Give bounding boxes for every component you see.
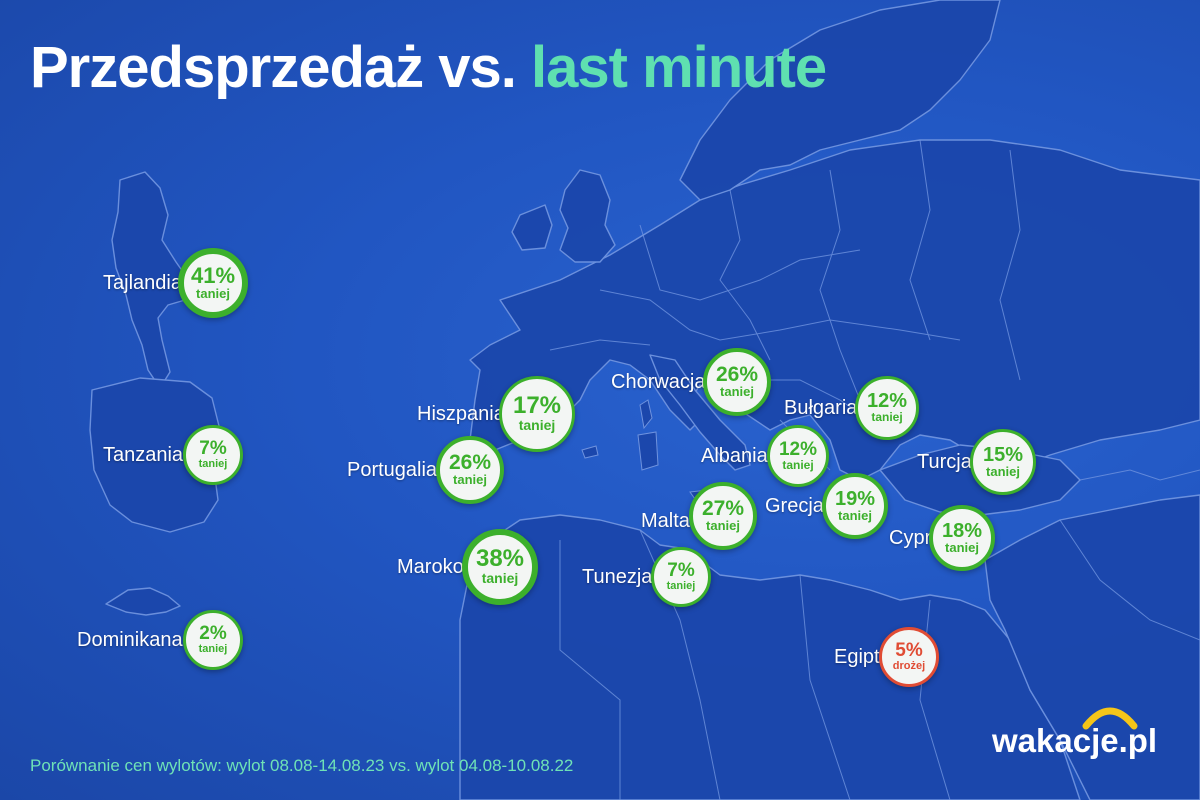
italy-landmass: [649, 354, 751, 471]
price-badge-cypr: 18% taniej: [929, 505, 995, 571]
price-change-percent: 12%: [866, 390, 908, 413]
country-label-tunezja: Tunezja: [582, 565, 653, 588]
price-badge-egipt: 5% drożej: [879, 627, 939, 687]
price-change-status: taniej: [838, 507, 872, 523]
border-line: [819, 169, 861, 401]
price-badge-turcja: 15% taniej: [970, 429, 1036, 495]
ireland-landmass: [511, 204, 553, 251]
thailand-landmass: [111, 171, 191, 389]
country-label-tanzania: Tanzania: [103, 443, 184, 466]
border-line: [549, 339, 651, 351]
brand-logo: wakacje.pl: [992, 722, 1158, 759]
tanzania-landmass: [89, 377, 221, 533]
price-change-status: taniej: [453, 472, 487, 488]
country-label-tajlandia: Tajlandia: [103, 271, 182, 294]
price-change-status: taniej: [198, 643, 228, 656]
price-change-status: taniej: [986, 463, 1020, 479]
price-change-status: drożej: [892, 660, 926, 673]
price-change-percent: 38%: [475, 545, 525, 573]
country-label-portugalia: Portugalia: [347, 458, 438, 481]
price-badge-dominikana: 2% taniej: [183, 610, 243, 670]
price-change-percent: 41%: [190, 262, 236, 288]
hispaniola-landmass: [105, 587, 181, 616]
price-change-percent: 26%: [448, 451, 492, 475]
price-change-status: taniej: [782, 457, 814, 472]
border-line: [1079, 469, 1200, 481]
border-line: [719, 189, 771, 361]
price-change-status: taniej: [945, 539, 979, 555]
price-badge-hiszpania: 17% taniej: [499, 376, 575, 452]
price-badge-tunezja: 7% taniej: [651, 547, 711, 607]
country-label-egipt: Egipt: [834, 645, 880, 668]
price-badge-albania: 12% taniej: [767, 425, 829, 487]
page-title: Przedsprzedaż vs. last minute: [30, 34, 827, 101]
price-badge-malta: 27% taniej: [689, 482, 757, 550]
price-change-percent: 19%: [834, 487, 876, 510]
country-label-grecja: Grecja: [765, 494, 824, 517]
scandinavia-landmass: [679, 0, 1001, 201]
country-label-malta: Malta: [641, 509, 690, 532]
price-change-status: taniej: [720, 384, 754, 400]
price-change-percent: 26%: [715, 363, 759, 387]
balearic-island: [581, 445, 599, 459]
title-main: Przedsprzedaż vs.: [30, 35, 517, 100]
price-badge-maroko: 38% taniej: [462, 529, 538, 605]
price-badge-grecja: 19% taniej: [822, 473, 888, 539]
price-change-percent: 5%: [895, 640, 923, 662]
price-change-status: taniej: [871, 410, 903, 425]
country-label-turcja: Turcja: [917, 450, 972, 473]
price-change-percent: 17%: [512, 392, 562, 420]
price-change-percent: 15%: [982, 443, 1024, 466]
country-label-bulgaria: Bułgaria: [784, 396, 858, 419]
price-change-status: taniej: [706, 518, 740, 534]
border-line: [639, 224, 861, 301]
country-label-maroko: Maroko: [397, 555, 464, 578]
price-change-percent: 18%: [941, 519, 983, 542]
price-badge-bulgaria: 12% taniej: [855, 376, 919, 440]
price-change-percent: 12%: [778, 438, 818, 460]
logo-sun-icon: [1082, 707, 1138, 730]
country-label-dominikana: Dominikana: [77, 628, 183, 651]
price-badge-portugalia: 26% taniej: [436, 436, 504, 504]
price-change-percent: 27%: [701, 497, 745, 521]
britain-landmass: [559, 169, 616, 263]
border-line: [599, 289, 961, 341]
price-badge-tajlandia: 41% taniej: [178, 248, 248, 318]
country-label-chorwacja: Chorwacja: [611, 370, 706, 393]
price-badge-chorwacja: 26% taniej: [703, 348, 771, 416]
corsica-island: [639, 399, 653, 430]
border-line: [799, 574, 851, 800]
border-line: [1059, 519, 1200, 641]
title-accent: last minute: [531, 35, 827, 100]
country-label-hiszpania: Hiszpania: [417, 402, 505, 425]
price-change-percent: 2%: [199, 623, 227, 645]
price-change-percent: 7%: [667, 560, 695, 582]
price-change-status: taniej: [198, 458, 228, 471]
price-change-status: taniej: [666, 580, 696, 593]
footer-note: Porównanie cen wylotów: wylot 08.08-14.0…: [30, 756, 574, 775]
price-change-percent: 7%: [199, 438, 227, 460]
price-change-status: taniej: [518, 417, 556, 434]
price-change-status: taniej: [196, 285, 230, 301]
sardinia-island: [637, 431, 659, 471]
price-change-status: taniej: [481, 570, 519, 587]
border-line: [559, 540, 621, 800]
border-line: [999, 149, 1021, 381]
border-line: [909, 139, 931, 341]
price-badge-tanzania: 7% taniej: [183, 425, 243, 485]
country-label-albania: Albania: [701, 444, 768, 467]
country-label-cypr: Cypr: [889, 526, 932, 549]
